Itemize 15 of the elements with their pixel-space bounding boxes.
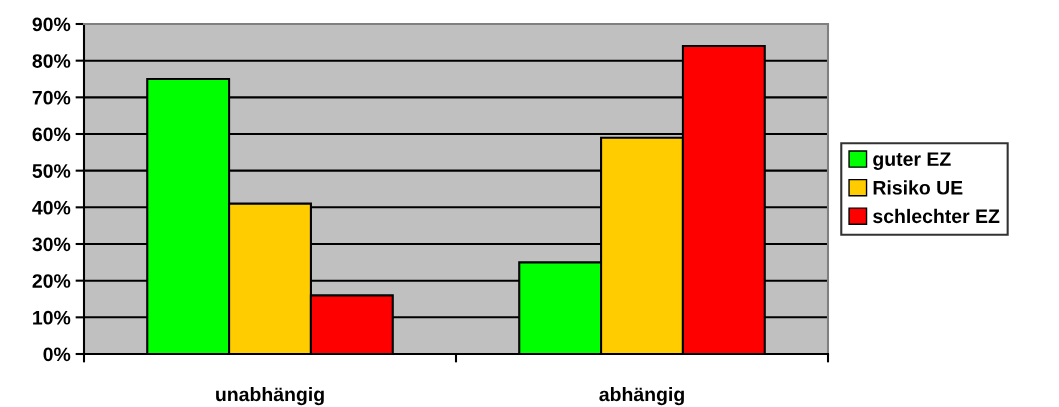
y-tick-label: 30%: [32, 237, 71, 252]
y-tick-label: 80%: [32, 54, 71, 68]
x-tick-label: unabhängig: [216, 387, 324, 406]
legend-label: schlechter EZ: [873, 208, 1000, 224]
y-tick-label: 70%: [32, 90, 71, 105]
legend-label: Risiko UE: [873, 180, 963, 195]
x-tick-label: abhängig: [599, 387, 684, 406]
y-tick-label: 60%: [32, 127, 71, 142]
y-tick-label: 90%: [32, 17, 71, 32]
y-tick-label: 50%: [32, 164, 71, 178]
y-tick-label: 40%: [32, 200, 71, 215]
y-tick-label: 10%: [33, 310, 71, 325]
y-tick-label: 20%: [32, 274, 71, 288]
legend-label: guter EZ: [873, 152, 951, 170]
y-tick-label: 0%: [43, 347, 71, 362]
